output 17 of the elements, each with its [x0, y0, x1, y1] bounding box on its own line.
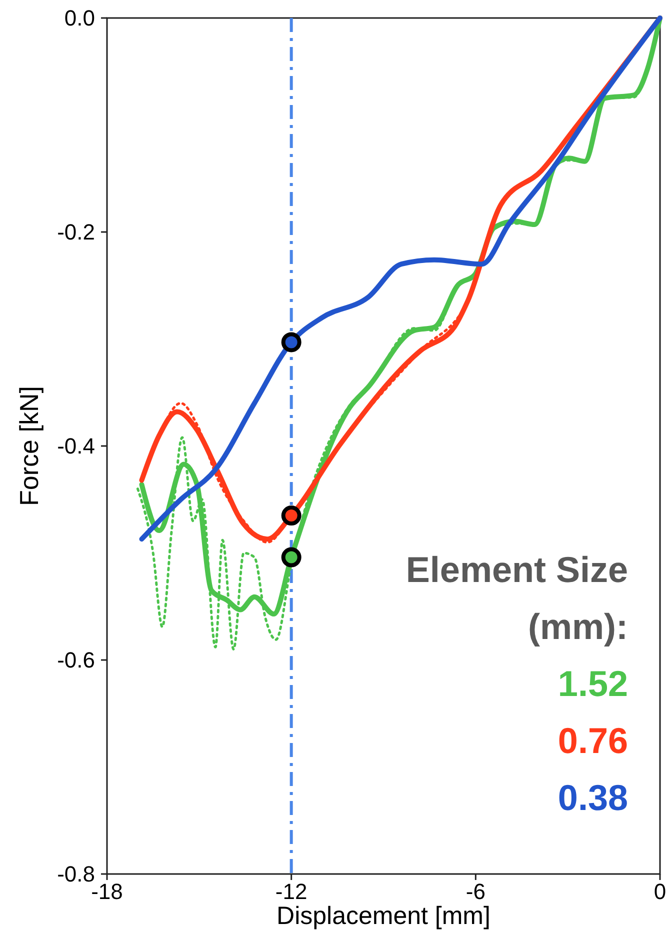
x-axis-title: Displacement [mm] — [276, 902, 490, 930]
text: 1.52 — [558, 663, 628, 704]
x-tick-label: 0 — [654, 879, 666, 904]
y-axis-title: Force [kN] — [14, 386, 44, 506]
y-tick-label: -0.6 — [57, 648, 95, 673]
x-tick-label: -12 — [275, 879, 308, 904]
text: 0.76 — [558, 720, 628, 761]
y-tick-label: -0.4 — [57, 434, 95, 459]
legend-title: Element Size (mm): — [406, 549, 628, 647]
y-tick-label: -0.8 — [57, 862, 95, 887]
point — [281, 547, 302, 568]
x-tick-label: -6 — [466, 879, 486, 904]
point — [281, 506, 302, 526]
y-tick-label: 0.0 — [64, 6, 95, 31]
text: 0.38 — [558, 777, 628, 818]
point — [281, 332, 302, 352]
y-tick-label: -0.2 — [57, 220, 95, 245]
